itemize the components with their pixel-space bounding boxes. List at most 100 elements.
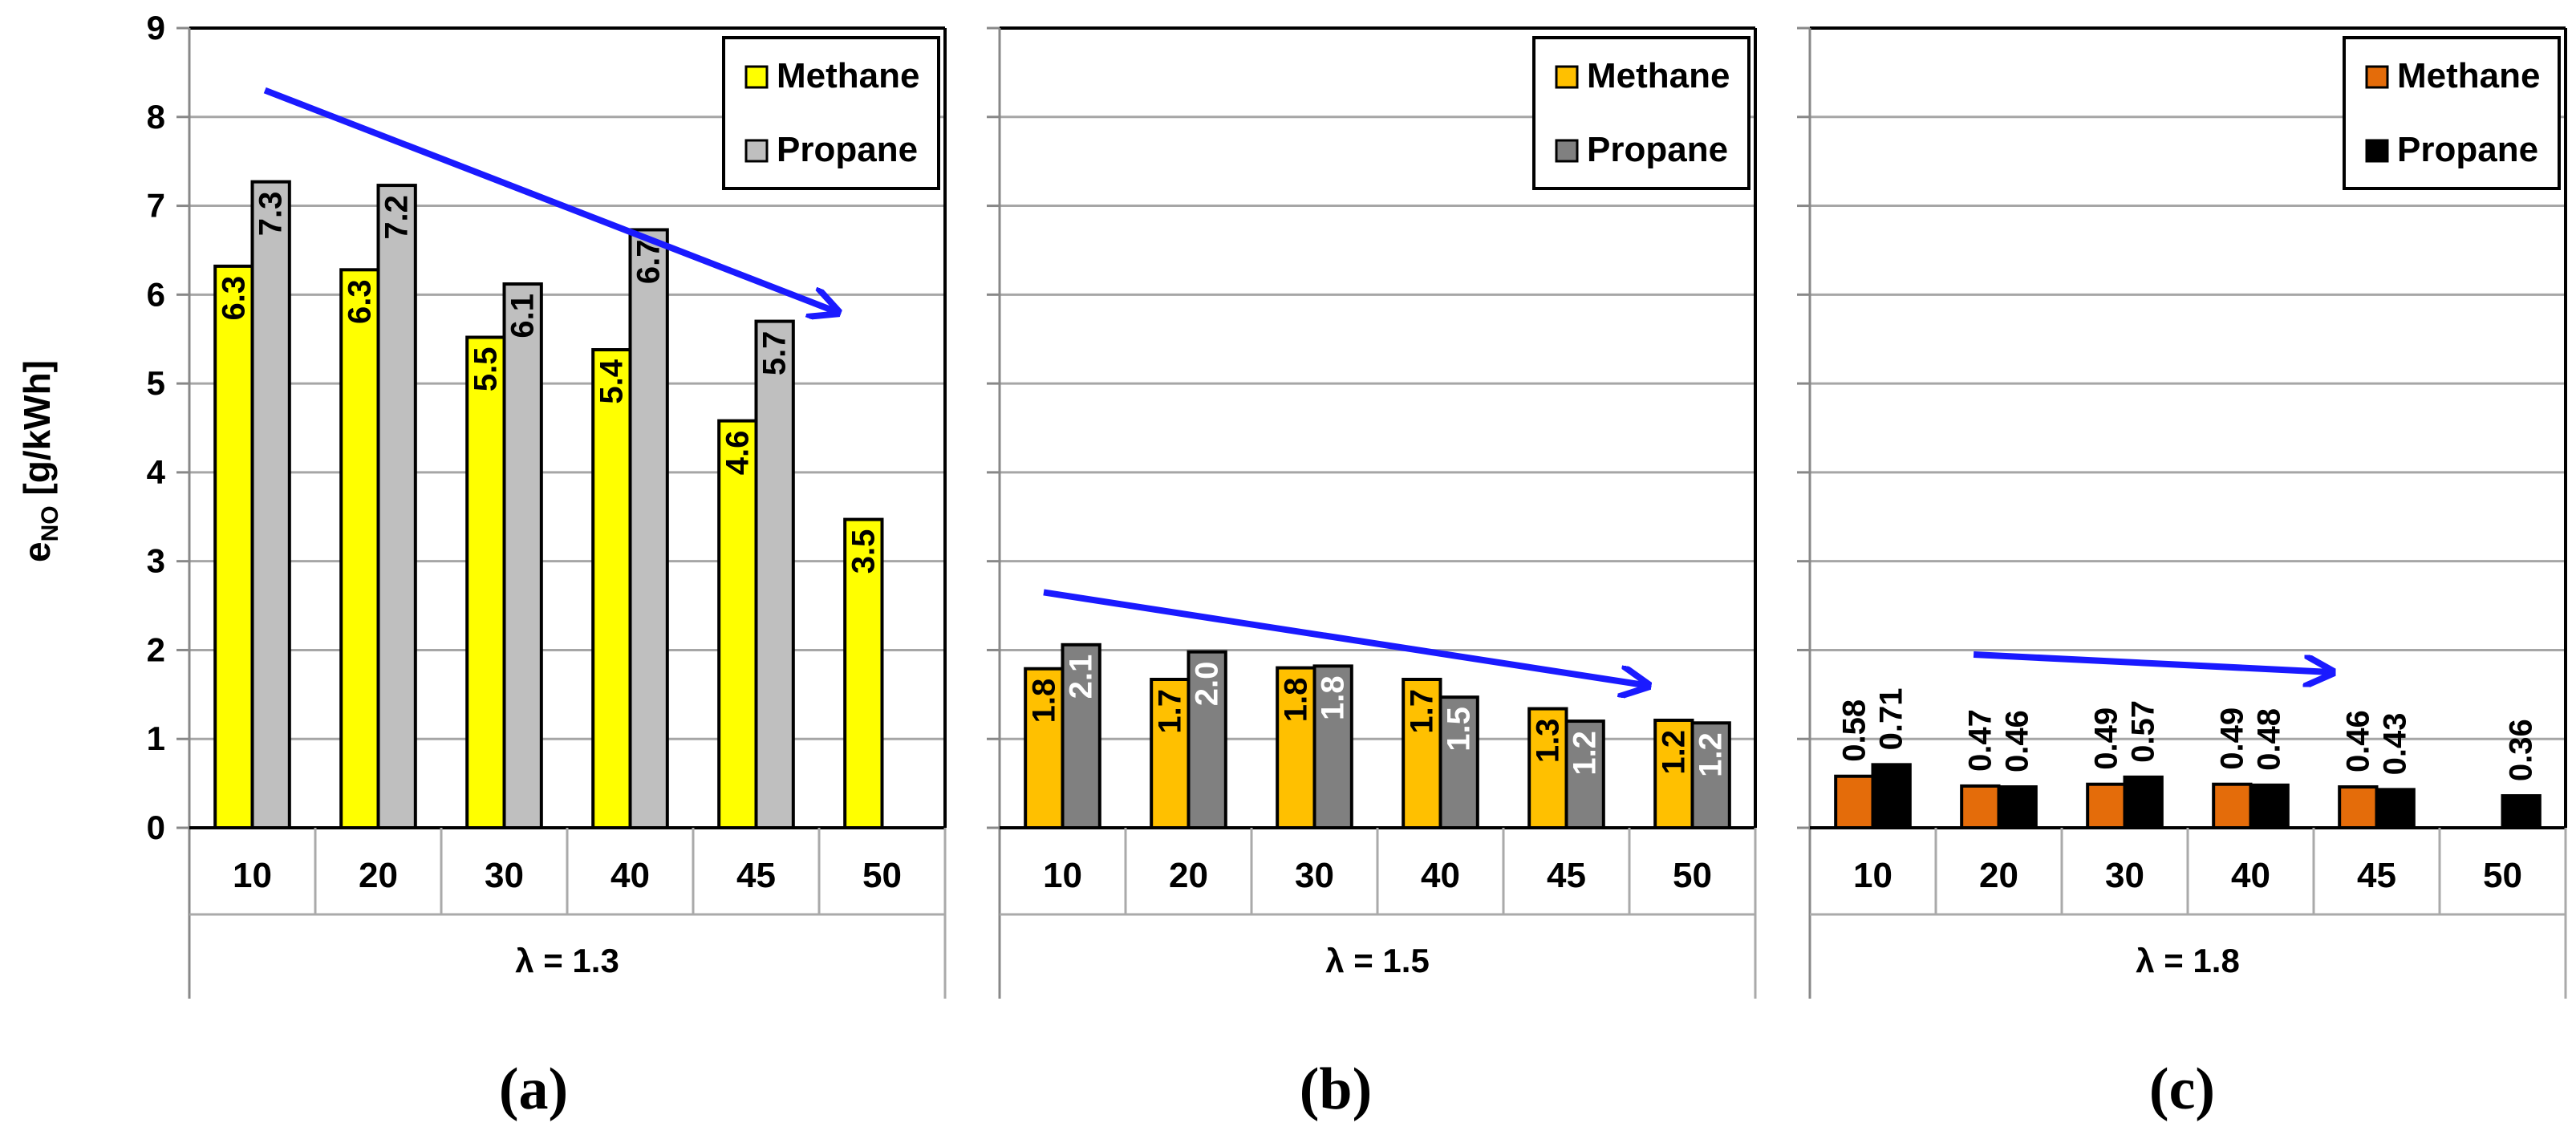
trend-arrow — [1973, 651, 2332, 672]
data-label: 6.1 — [505, 294, 541, 338]
bar — [1061, 642, 1101, 830]
bar — [2375, 788, 2416, 829]
legend-entry: Propane — [2397, 130, 2538, 169]
y-tick-label: 9 — [147, 9, 165, 47]
bar — [628, 228, 669, 829]
category-label: 40 — [1421, 856, 1460, 895]
bar — [250, 180, 291, 829]
category-label: 45 — [1547, 856, 1586, 895]
data-label: 5.7 — [757, 331, 793, 376]
legend-box — [2343, 36, 2561, 190]
data-label: 3.5 — [846, 529, 881, 574]
legend-entry: Methane — [777, 56, 919, 95]
legend-entry: Methane — [2397, 56, 2540, 95]
bar — [2501, 794, 2542, 829]
group-label: λ = 1.3 — [515, 942, 619, 979]
category-label: 50 — [2483, 856, 2522, 895]
legend-swatch — [1555, 65, 1579, 89]
bar — [1276, 666, 1316, 829]
bar — [843, 517, 884, 830]
bar — [1312, 664, 1353, 830]
legend: Methane Propane — [722, 36, 940, 190]
panel-label-a: (a) — [499, 1056, 568, 1122]
data-label: 7.3 — [254, 192, 289, 237]
category-label: 30 — [2105, 856, 2144, 895]
data-label: 2.1 — [1064, 655, 1099, 699]
legend-swatch — [1555, 139, 1579, 163]
data-label: 0.46 — [2000, 710, 2035, 772]
data-label: 1.7 — [1152, 689, 1187, 734]
legend: Methane Propane — [2343, 36, 2561, 190]
data-label: 1.5 — [1442, 707, 1477, 752]
chart-panel: 10 20 30 40 45 50λ = 1.80.58 0.47 0.49 0.49 0.460… — [1797, 26, 2567, 999]
data-label: 0.36 — [2504, 719, 2539, 781]
data-label: 1.8 — [1278, 678, 1313, 723]
data-label: 1.8 — [1316, 675, 1351, 720]
data-label: 1.7 — [1404, 689, 1439, 734]
data-label: 1.3 — [1530, 719, 1565, 764]
data-label: 1.2 — [1694, 732, 1729, 777]
legend: Methane Propane — [1532, 36, 1750, 190]
category-label: 10 — [233, 856, 272, 895]
bar — [1402, 678, 1442, 829]
chart-panel: 10 20 30 40 45 50 λ = 1.3 6.3 6.3 5.5 5.4 4.6 3.5 7.3… — [176, 26, 947, 999]
svg-text:eNO [g/kWh]: eNO [g/kWh] — [16, 360, 63, 562]
bar — [1187, 650, 1227, 829]
data-label: 0.49 — [2214, 707, 2249, 770]
y-tick-label: 0 — [147, 809, 165, 846]
y-tick-label: 7 — [147, 187, 165, 225]
category-label: 40 — [611, 856, 650, 895]
bar — [2212, 782, 2253, 829]
category-label: 50 — [862, 856, 902, 895]
category-label: 50 — [1673, 856, 1712, 895]
data-label: 0.71 — [1874, 687, 1909, 750]
bar — [2086, 782, 2127, 829]
chart-panel: 10 20 30 40 45 50λ = 1.51.8 1.7 1.8 1.71.3 1.22.1… — [987, 26, 1757, 999]
panel-label-c: (c) — [2149, 1056, 2215, 1122]
data-label: 6.3 — [342, 279, 377, 324]
bar — [1960, 784, 2001, 830]
legend-box — [722, 36, 940, 190]
bar — [213, 264, 254, 829]
data-label: 0.57 — [2126, 700, 2161, 763]
bar — [2338, 785, 2379, 830]
category-label: 20 — [1979, 856, 2018, 895]
y-tick-label: 8 — [147, 98, 165, 136]
legend-swatch — [744, 65, 769, 89]
y-axis-title: eNO [g/kWh] — [16, 360, 63, 562]
bar — [376, 184, 417, 829]
bar — [339, 268, 380, 829]
data-label: 2.0 — [1190, 662, 1225, 707]
category-label: 45 — [736, 856, 776, 895]
y-tick-label: 4 — [147, 453, 166, 491]
bar — [1024, 667, 1065, 829]
legend-swatch — [2365, 139, 2389, 163]
category-label: 30 — [1295, 856, 1334, 895]
y-axis-title-main: e — [16, 541, 58, 562]
y-tick-label: 6 — [147, 275, 165, 313]
legend-entry: Propane — [1587, 130, 1728, 169]
data-label: 0.48 — [2252, 708, 2287, 771]
group-label: λ = 1.8 — [2136, 942, 2240, 979]
category-label: 10 — [1853, 856, 1892, 895]
trend-arrow — [1043, 589, 1649, 685]
bar — [2123, 775, 2164, 830]
bar — [502, 282, 543, 830]
bar — [1871, 763, 1912, 829]
y-tick-label: 3 — [147, 542, 165, 580]
y-axis-title-unit: [g/kWh] — [16, 360, 58, 505]
category-label: 45 — [2357, 856, 2396, 895]
y-tick-label: 1 — [147, 720, 165, 757]
group-label: λ = 1.5 — [1325, 942, 1430, 979]
data-label: 7.2 — [379, 195, 415, 240]
category-label: 40 — [2231, 856, 2270, 895]
bar — [1438, 695, 1479, 830]
data-label: 1.8 — [1026, 679, 1061, 724]
data-label: 4.6 — [720, 431, 755, 476]
category-label: 20 — [1169, 856, 1208, 895]
data-label: 0.46 — [2340, 710, 2375, 772]
legend-box — [1532, 36, 1750, 190]
bar — [591, 348, 632, 829]
data-label: 0.58 — [1836, 699, 1872, 762]
legend-entry: Propane — [777, 130, 918, 169]
